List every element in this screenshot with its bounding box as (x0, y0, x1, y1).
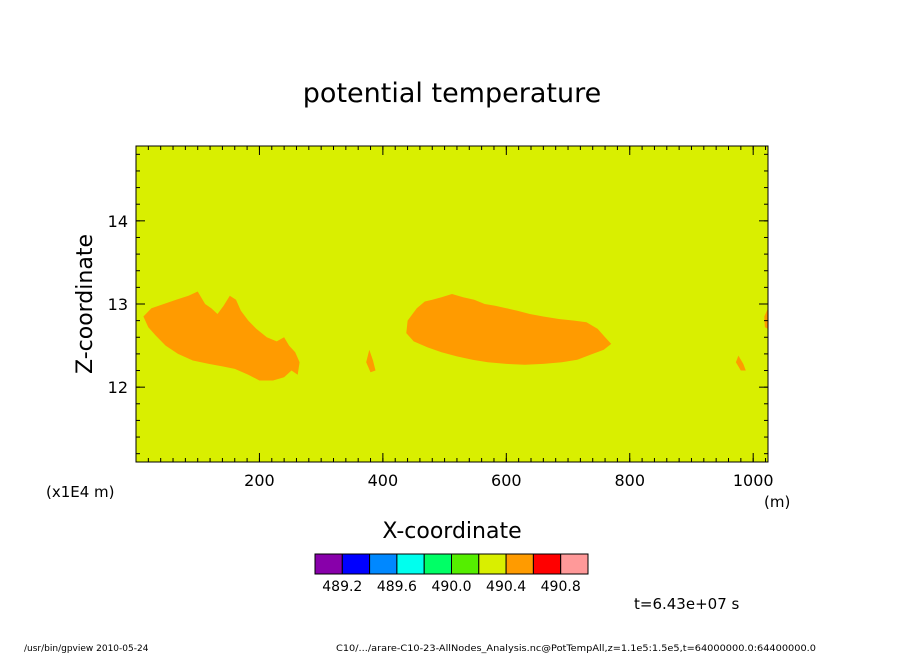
colorbar-swatch (451, 553, 480, 575)
colorbar-label: 490.4 (486, 579, 526, 595)
y-unit-label: (x1E4 m) (46, 483, 115, 501)
colorbar-swatch (396, 553, 425, 575)
plot-area (135, 145, 769, 463)
x-unit-label: (m) (764, 493, 790, 511)
x-tick-label: 600 (491, 471, 522, 490)
colorbar-swatch (478, 553, 507, 575)
colorbar-label: 489.2 (322, 579, 362, 595)
x-tick-label: 200 (244, 471, 275, 490)
y-tick-labels: 12 13 14 (108, 212, 128, 397)
contour-region-3 (366, 349, 376, 373)
x-tick-label: 800 (614, 471, 645, 490)
chart-title: potential temperature (303, 78, 601, 109)
colorbar-swatch (560, 553, 589, 575)
x-tick-labels: 200 400 600 800 1000 (244, 471, 773, 490)
plot-frame (135, 145, 769, 463)
colorbar-labels: 489.2 489.6 490.0 490.4 490.8 (322, 579, 580, 595)
time-annotation: t=6.43e+07 s (634, 595, 740, 613)
y-tick-label: 14 (108, 212, 128, 231)
axis-ticks (136, 146, 768, 462)
contour-region-2 (406, 294, 612, 365)
footer-source: C10/.../arare-C10-23-AllNodes_Analysis.n… (336, 644, 816, 654)
contour-region-1 (143, 291, 300, 381)
x-axis-label: X-coordinate (382, 519, 521, 544)
colorbar-label: 489.6 (377, 579, 417, 595)
colorbar-swatch (423, 553, 453, 575)
x-tick-label: 400 (368, 471, 399, 490)
x-tick-label: 1000 (733, 471, 774, 490)
y-tick-label: 13 (108, 295, 128, 314)
y-tick-label: 12 (108, 378, 128, 397)
colorbar-label: 490.0 (431, 579, 471, 595)
contour-region-5 (764, 308, 768, 329)
y-axis-label: Z-coordinate (73, 234, 98, 374)
colorbar-swatch (505, 553, 534, 575)
contour-region-4 (735, 355, 746, 371)
colorbar-swatch (532, 553, 562, 575)
footer-program: /usr/bin/gpview 2010-05-24 (24, 644, 149, 654)
colorbar-swatch (369, 553, 398, 575)
contour-regions (143, 291, 768, 381)
colorbar-label: 490.8 (541, 579, 581, 595)
colorbar (314, 553, 589, 575)
colorbar-swatch (341, 553, 371, 575)
colorbar-swatch (314, 553, 343, 575)
